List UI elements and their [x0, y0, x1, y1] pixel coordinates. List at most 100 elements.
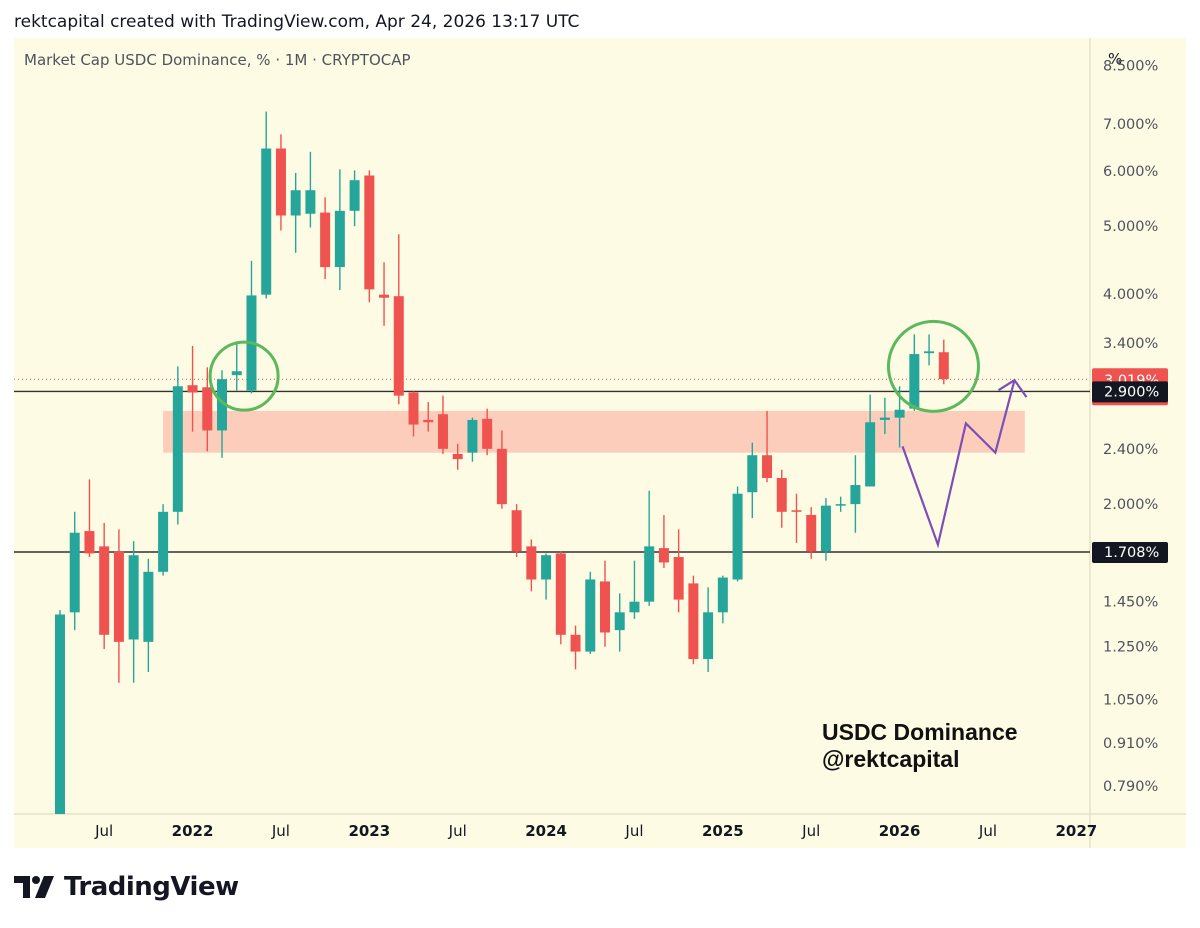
- candle[interactable]: [496, 430, 507, 509]
- candle-body: [806, 514, 817, 552]
- candle-body: [452, 453, 463, 460]
- candle[interactable]: [69, 511, 80, 631]
- candle[interactable]: [320, 197, 331, 280]
- candle[interactable]: [673, 529, 684, 613]
- candle[interactable]: [585, 571, 596, 655]
- candle[interactable]: [84, 479, 95, 558]
- candle[interactable]: [791, 493, 802, 543]
- candle-body: [614, 612, 625, 631]
- candle[interactable]: [526, 539, 537, 592]
- candle[interactable]: [408, 391, 419, 437]
- candle-body: [629, 601, 640, 613]
- x-tick-label: 2023: [348, 822, 390, 840]
- candle[interactable]: [364, 170, 375, 303]
- candle[interactable]: [924, 334, 935, 366]
- candle-body: [172, 386, 183, 512]
- candle-body: [909, 354, 920, 409]
- candle[interactable]: [762, 410, 773, 483]
- candle[interactable]: [158, 504, 169, 576]
- y-tick-label: 2.400%: [1103, 442, 1158, 458]
- candle[interactable]: [717, 575, 728, 624]
- candle-body: [143, 571, 154, 642]
- candle[interactable]: [172, 366, 183, 525]
- candle[interactable]: [54, 610, 65, 814]
- candle[interactable]: [334, 169, 345, 291]
- candle[interactable]: [938, 339, 949, 385]
- candle[interactable]: [820, 498, 831, 561]
- candle[interactable]: [482, 408, 493, 456]
- tradingview-logo-text: TradingView: [64, 872, 239, 902]
- x-tick-label: Jul: [624, 822, 643, 840]
- candle-body: [658, 548, 669, 563]
- candle[interactable]: [909, 334, 920, 411]
- candle[interactable]: [658, 514, 669, 569]
- candle[interactable]: [614, 593, 625, 652]
- candle[interactable]: [732, 486, 743, 582]
- candle[interactable]: [437, 395, 448, 454]
- candle[interactable]: [393, 234, 404, 405]
- x-tick-label: Jul: [448, 822, 467, 840]
- candle[interactable]: [305, 151, 316, 228]
- candle[interactable]: [467, 417, 478, 462]
- candle[interactable]: [113, 529, 124, 683]
- candle[interactable]: [747, 442, 758, 519]
- candle-body: [644, 546, 655, 602]
- candle[interactable]: [806, 507, 817, 559]
- candle[interactable]: [570, 625, 581, 670]
- candle-body: [894, 409, 905, 418]
- candle[interactable]: [99, 522, 110, 650]
- candle[interactable]: [290, 172, 301, 253]
- candle[interactable]: [511, 504, 522, 558]
- candle[interactable]: [600, 560, 610, 647]
- candle-body: [128, 555, 139, 640]
- candle[interactable]: [128, 541, 139, 683]
- candle[interactable]: [261, 111, 272, 299]
- candle-body: [835, 504, 846, 506]
- candle[interactable]: [776, 469, 787, 528]
- candle-body: [776, 477, 787, 512]
- tradingview-logo-icon: [14, 876, 54, 898]
- candle[interactable]: [541, 553, 552, 600]
- candle[interactable]: [423, 402, 434, 432]
- candle[interactable]: [202, 367, 213, 452]
- candle-body: [187, 385, 198, 393]
- candle[interactable]: [452, 443, 463, 470]
- candle[interactable]: [644, 490, 655, 606]
- y-tick-label: 0.790%: [1103, 779, 1158, 795]
- candle[interactable]: [143, 558, 154, 672]
- candle[interactable]: [703, 587, 714, 672]
- candle[interactable]: [555, 551, 566, 645]
- y-tick-label: 8.500%: [1103, 58, 1158, 74]
- candle[interactable]: [865, 394, 876, 487]
- x-tick-label: 2026: [879, 822, 921, 840]
- level-price-label: 2.900%: [1104, 384, 1159, 400]
- candle[interactable]: [835, 496, 846, 512]
- candle[interactable]: [688, 575, 699, 665]
- candle[interactable]: [187, 345, 198, 432]
- candle[interactable]: [349, 170, 360, 227]
- x-tick-label: Jul: [978, 822, 997, 840]
- tradingview-logo[interactable]: TradingView: [14, 872, 239, 902]
- candle[interactable]: [217, 370, 228, 458]
- candle[interactable]: [879, 397, 890, 435]
- candle[interactable]: [629, 560, 640, 619]
- y-tick-label: 6.000%: [1103, 164, 1158, 180]
- candle[interactable]: [231, 341, 242, 391]
- candle-body: [320, 212, 331, 268]
- price-axis[interactable]: [1090, 38, 1186, 814]
- candle[interactable]: [850, 455, 861, 533]
- candle[interactable]: [379, 262, 390, 326]
- x-tick-label: Jul: [271, 822, 290, 840]
- candle-body: [570, 634, 581, 652]
- y-tick-label: 7.000%: [1103, 117, 1158, 133]
- candle-body: [393, 296, 404, 396]
- time-axis[interactable]: [14, 814, 1186, 848]
- candle-body: [924, 351, 935, 354]
- candle[interactable]: [275, 134, 286, 231]
- y-tick-label: 5.000%: [1103, 219, 1158, 235]
- candle-body: [217, 379, 228, 431]
- candle-body: [99, 546, 110, 635]
- candle-body: [437, 414, 448, 449]
- candle-body: [379, 294, 390, 298]
